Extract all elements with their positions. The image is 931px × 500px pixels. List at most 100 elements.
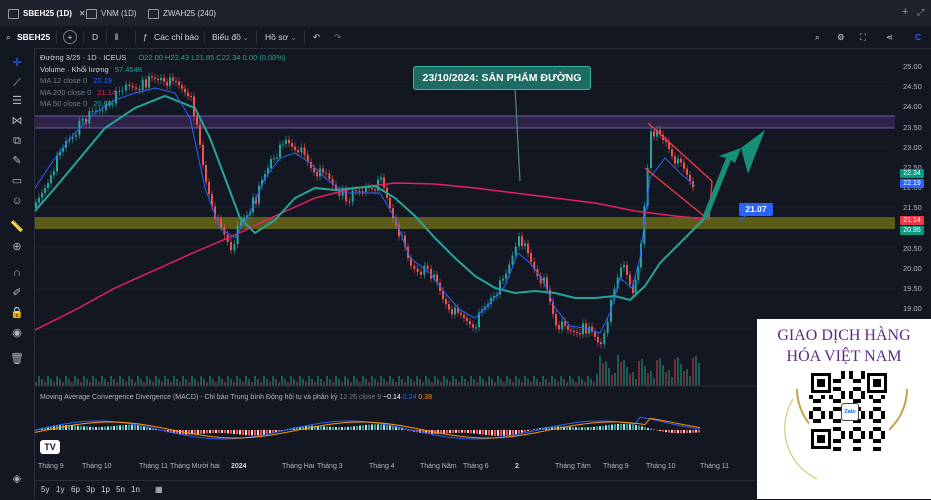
calendar-icon[interactable]: ▦ — [155, 485, 163, 494]
magnet-icon[interactable]: ∩ — [13, 267, 21, 279]
macd-bar — [269, 430, 271, 434]
macd-bar — [464, 430, 466, 433]
volume-bar — [158, 379, 160, 386]
candle — [335, 184, 337, 191]
compare-add-button[interactable]: + — [63, 30, 77, 44]
tab-sbeh25[interactable]: SBEH25 (1D) ✕ — [8, 6, 86, 22]
qr-module — [841, 375, 845, 379]
candle — [331, 179, 334, 185]
range-1n[interactable]: 1n — [131, 485, 140, 494]
trash-icon[interactable]: 🗑 — [10, 353, 24, 365]
time-axis[interactable]: Tháng 9 Tháng 10 Tháng 11 Tháng Mười hai 202… — [35, 460, 755, 474]
macd-bar — [254, 430, 256, 436]
volume-bar — [524, 376, 526, 386]
ruler-icon[interactable]: 📏 — [10, 221, 24, 233]
trend-line-icon[interactable]: ⟋ — [13, 77, 21, 89]
qr-module — [833, 419, 837, 423]
qr-module — [861, 415, 865, 419]
indicators-button[interactable]: Các chỉ báo — [154, 32, 199, 42]
ma12-label: MA 12 close 0 — [40, 76, 88, 85]
volume-bar — [446, 379, 448, 386]
qr-code[interactable]: Zalo — [809, 371, 889, 451]
redo-icon[interactable]: ↷ — [334, 32, 342, 42]
candles-icon[interactable]: ⫴ — [115, 32, 119, 42]
volume-bar — [401, 379, 403, 386]
candle — [398, 225, 400, 237]
macd-bar — [491, 430, 493, 436]
symbol-button[interactable]: SBEH25 — [17, 32, 51, 42]
macd-bar — [200, 430, 202, 434]
range-5n[interactable]: 5n — [116, 485, 125, 494]
layers-icon[interactable]: ◈ — [12, 473, 22, 485]
volume-bar — [467, 382, 469, 386]
candle — [389, 197, 391, 209]
fullscreen-icon[interactable]: ⛶ — [860, 32, 866, 42]
range-6p[interactable]: 6p — [71, 485, 80, 494]
annotation-callout[interactable]: 23/10/2024: SẢN PHẨM ĐƯỜNG — [413, 66, 591, 90]
close-icon[interactable]: ✕ — [78, 9, 86, 18]
price-label: 24.00 — [903, 102, 922, 112]
eye-icon[interactable]: ◉ — [12, 327, 22, 339]
tab-vnm[interactable]: VNM (1D) — [86, 6, 137, 22]
volume-bar — [254, 376, 256, 386]
publish-icon[interactable]: C — [915, 32, 922, 42]
macd-bar — [626, 423, 628, 430]
candle — [145, 79, 147, 88]
promo-title-line1: GIAO DỊCH HÀNG — [777, 327, 911, 344]
expand-icon[interactable]: ⤢ — [917, 7, 925, 17]
symbol-search-icon[interactable]: ⌕ — [6, 32, 11, 42]
share-icon[interactable]: ⋖ — [886, 32, 894, 42]
candle — [460, 312, 462, 315]
layouts-button[interactable]: Biểu đồ — [212, 32, 241, 42]
macd-bar — [272, 430, 274, 433]
tab-zwah25[interactable]: ZWAH25 (240) — [148, 6, 216, 22]
volume-bar — [488, 376, 490, 386]
profile-button[interactable]: Hồ sơ — [265, 32, 289, 42]
volume-bar — [269, 382, 271, 386]
qr-module — [837, 399, 841, 403]
zoom-in-icon[interactable]: ⊕ — [12, 241, 22, 253]
range-1p[interactable]: 1p — [101, 485, 110, 494]
candle — [543, 277, 545, 284]
volume-bar — [683, 371, 685, 386]
price-marker-label[interactable]: 21.07 — [739, 203, 773, 216]
zoom-icon[interactable]: ⌕ — [815, 32, 820, 42]
price-chart[interactable] — [35, 48, 895, 499]
range-1y[interactable]: 1y — [56, 485, 65, 494]
volume-bar — [542, 376, 544, 386]
candle — [44, 188, 46, 193]
tradingview-logo[interactable]: TV — [40, 440, 60, 454]
emoji-icon[interactable]: ☺ — [11, 195, 23, 207]
volume-bar — [191, 376, 193, 386]
add-tab-icon[interactable]: + — [902, 6, 909, 18]
qr-module — [841, 395, 845, 399]
settings-icon[interactable]: ⚙ — [837, 32, 845, 42]
volume-bar — [323, 382, 325, 386]
range-5y[interactable]: 5y — [41, 485, 50, 494]
time-label: Tháng 4 — [369, 463, 395, 470]
macd-bar — [629, 424, 631, 430]
crosshair-icon[interactable]: ✛ — [12, 57, 22, 69]
range-selector: 5y 1y 6p 3p 1p 5n 1n ▦ — [35, 480, 755, 500]
projection-icon[interactable]: ⧉ — [13, 135, 21, 147]
qr-module — [861, 431, 865, 435]
interval-button[interactable]: D — [92, 32, 99, 42]
lock-drawings-icon[interactable]: ✐ — [12, 287, 22, 299]
text-icon[interactable]: ▭ — [11, 175, 23, 187]
volume-bar — [308, 376, 310, 386]
pattern-icon[interactable]: ⋈ — [11, 115, 23, 127]
volume-bar — [137, 376, 139, 386]
volume-bar — [344, 376, 346, 386]
divider — [304, 30, 305, 44]
macd-bar — [383, 424, 385, 430]
range-3p[interactable]: 3p — [86, 485, 95, 494]
macd-bar — [191, 430, 193, 435]
brush-icon[interactable]: ✎ — [12, 155, 22, 167]
undo-icon[interactable]: ↶ — [313, 32, 321, 42]
lock-icon[interactable]: 🔒 — [10, 307, 24, 319]
volume-bar — [614, 373, 616, 386]
volume-bar — [518, 379, 520, 386]
fib-icon[interactable]: ☰ — [12, 95, 22, 107]
candle — [75, 134, 77, 137]
qr-module — [829, 411, 833, 415]
